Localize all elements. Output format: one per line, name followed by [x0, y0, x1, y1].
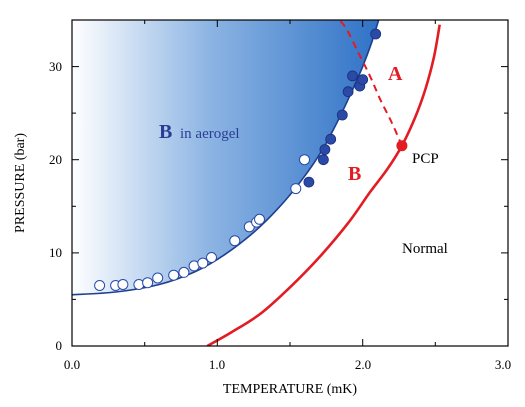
open-data-point [178, 266, 190, 278]
x-tick-label: 2.0 [355, 357, 371, 372]
filled-data-point [303, 176, 315, 188]
aerogel-text-label: in aerogel [180, 126, 240, 142]
a-phase-label: A [388, 63, 403, 85]
open-data-point [94, 280, 106, 291]
aerogel-b-phase-region [72, 20, 379, 295]
open-data-point [299, 154, 310, 166]
x-axis-title: TEMPERATURE (mK) [223, 382, 358, 397]
filled-data-point [319, 144, 331, 155]
filled-data-point [342, 86, 354, 98]
x-tick-label: 0.0 [64, 357, 80, 372]
aerogel-transition-line [72, 20, 380, 296]
pcp-label: PCP [412, 151, 439, 167]
open-data-point [290, 183, 302, 195]
y-axis-title: PRESSURE (bar) [13, 133, 28, 233]
normal-phase-label: Normal [402, 241, 448, 257]
y-tick-label: 10 [49, 245, 62, 260]
filled-data-point [370, 28, 382, 40]
open-data-point [254, 213, 265, 225]
filled-data-point [325, 133, 337, 145]
y-tick-label: 20 [49, 152, 62, 167]
open-data-point [168, 269, 180, 281]
ab-transition-dashed-line [338, 20, 403, 147]
filled-data-point [347, 70, 358, 82]
open-data-point [117, 279, 129, 290]
pcp-point [396, 140, 408, 152]
open-data-point [152, 272, 164, 284]
bulk-b-transition-line [206, 24, 441, 346]
filled-data-point [357, 74, 369, 85]
open-data-point [229, 235, 241, 247]
b-phase-label: B [348, 163, 361, 185]
filled-data-point [317, 154, 329, 166]
open-data-point [206, 252, 217, 263]
aerogel-b-label: B [159, 121, 172, 143]
filled-data-point [336, 109, 348, 121]
open-data-point [142, 277, 154, 289]
x-tick-label: 3.0 [495, 357, 511, 372]
data-points [94, 28, 382, 291]
y-tick-label: 30 [49, 59, 62, 74]
y-tick-label: 0 [56, 338, 63, 353]
axis-ticks [71, 19, 509, 347]
x-tick-label: 1.0 [209, 357, 225, 372]
open-data-point [197, 257, 209, 269]
